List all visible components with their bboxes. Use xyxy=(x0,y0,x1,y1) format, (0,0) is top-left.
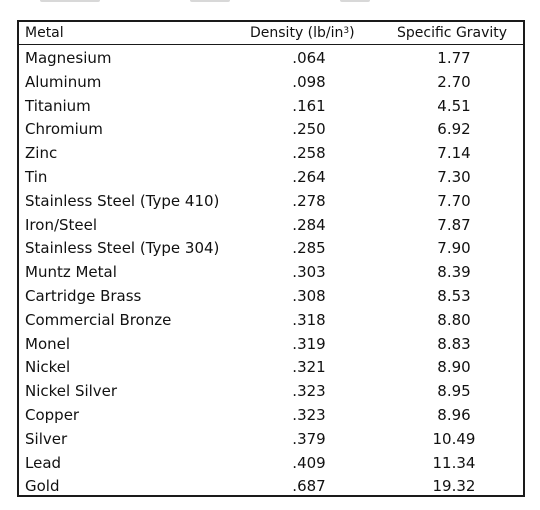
cropped-top-artifact xyxy=(40,0,370,5)
specific-gravity-value: 8.90 xyxy=(437,358,471,377)
table-row: Gold .687 19.32 xyxy=(19,476,523,500)
density-value: .161 xyxy=(292,96,326,115)
density-value: .308 xyxy=(292,286,326,305)
specific-gravity-value: 8.80 xyxy=(437,310,471,329)
table-row: Muntz Metal .303 8.39 xyxy=(19,262,523,286)
density-value: .098 xyxy=(292,72,326,91)
header-density-exponent: 3 xyxy=(343,26,350,36)
metal-name: Titanium xyxy=(25,96,91,115)
table-header: Metal Density (lb/in3) Specific Gravity xyxy=(19,22,523,45)
table-row: Lead .409 11.34 xyxy=(19,453,523,477)
metal-name: Muntz Metal xyxy=(25,263,117,282)
specific-gravity-value: 7.87 xyxy=(437,215,471,234)
table-row: Nickel .321 8.90 xyxy=(19,357,523,381)
table-row: Aluminum .098 2.70 xyxy=(19,72,523,96)
table-row: Commercial Bronze .318 8.80 xyxy=(19,310,523,334)
metal-name: Lead xyxy=(25,453,62,472)
specific-gravity-value: 1.77 xyxy=(437,49,471,67)
density-value: .284 xyxy=(292,215,326,234)
table-row: Chromium .250 6.92 xyxy=(19,119,523,143)
density-value: .321 xyxy=(292,358,326,377)
table-row: Titanium .161 4.51 xyxy=(19,96,523,120)
metal-density-table: Metal Density (lb/in3) Specific Gravity … xyxy=(17,20,525,497)
specific-gravity-value: 8.53 xyxy=(437,286,471,305)
specific-gravity-value: 7.70 xyxy=(437,191,471,210)
specific-gravity-value: 10.49 xyxy=(432,429,476,448)
specific-gravity-value: 11.34 xyxy=(432,453,476,472)
metal-name: Monel xyxy=(25,334,71,353)
specific-gravity-value: 7.14 xyxy=(437,144,471,163)
metal-name: Commercial Bronze xyxy=(25,310,172,329)
density-value: .319 xyxy=(292,334,326,353)
metal-name: Stainless Steel (Type 304) xyxy=(25,239,220,258)
table-row: Magnesium .064 1.77 xyxy=(19,48,523,72)
table-row: Copper .323 8.96 xyxy=(19,405,523,429)
header-density-label: Density (lb/in xyxy=(250,25,344,41)
header-specific-gravity: Specific Gravity xyxy=(397,25,508,41)
table-row: Tin .264 7.30 xyxy=(19,167,523,191)
specific-gravity-value: 19.32 xyxy=(432,477,476,496)
header-metal: Metal xyxy=(25,25,64,41)
specific-gravity-value: 4.51 xyxy=(437,96,471,115)
table-row: Stainless Steel (Type 410) .278 7.70 xyxy=(19,191,523,215)
specific-gravity-value: 2.70 xyxy=(437,72,471,91)
metal-name: Copper xyxy=(25,405,80,424)
table-body: Magnesium .064 1.77 Aluminum .098 2.70 Titaniu… xyxy=(19,48,523,500)
density-value: .250 xyxy=(292,120,326,139)
metal-name: Aluminum xyxy=(25,72,102,91)
specific-gravity-value: 8.95 xyxy=(437,382,471,401)
density-value: .278 xyxy=(292,191,326,210)
metal-name: Nickel xyxy=(25,358,71,377)
density-value: .258 xyxy=(292,144,326,163)
table-row: Monel .319 8.83 xyxy=(19,334,523,358)
table-row: Zinc .258 7.14 xyxy=(19,143,523,167)
header-density-suffix: ) xyxy=(349,25,355,41)
metal-name: Stainless Steel (Type 410) xyxy=(25,191,220,210)
metal-name: Iron/Steel xyxy=(25,215,98,234)
metal-name: Gold xyxy=(25,477,60,496)
metal-name: Cartridge Brass xyxy=(25,286,142,305)
density-value: .264 xyxy=(292,167,326,186)
specific-gravity-value: 6.92 xyxy=(437,120,471,139)
metal-name: Zinc xyxy=(25,144,58,163)
table-row: Iron/Steel .284 7.87 xyxy=(19,215,523,239)
metal-name: Silver xyxy=(25,429,68,448)
density-value: .285 xyxy=(292,239,326,258)
specific-gravity-value: 8.96 xyxy=(437,405,471,424)
density-value: .409 xyxy=(292,453,326,472)
density-value: .687 xyxy=(292,477,326,496)
density-value: .064 xyxy=(292,49,326,67)
specific-gravity-value: 8.39 xyxy=(437,263,471,282)
density-value: .323 xyxy=(292,382,326,401)
table-row: Silver .379 10.49 xyxy=(19,429,523,453)
table-row: Cartridge Brass .308 8.53 xyxy=(19,286,523,310)
metal-name: Tin xyxy=(25,167,48,186)
density-value: .379 xyxy=(292,429,326,448)
metal-name: Magnesium xyxy=(25,49,112,67)
table-row: Nickel Silver .323 8.95 xyxy=(19,381,523,405)
density-value: .303 xyxy=(292,263,326,282)
specific-gravity-value: 7.90 xyxy=(437,239,471,258)
density-value: .323 xyxy=(292,405,326,424)
metal-name: Chromium xyxy=(25,120,103,139)
header-density: Density (lb/in3) xyxy=(250,25,355,41)
specific-gravity-value: 8.83 xyxy=(437,334,471,353)
specific-gravity-value: 7.30 xyxy=(437,167,471,186)
density-value: .318 xyxy=(292,310,326,329)
metal-name: Nickel Silver xyxy=(25,382,118,401)
table-row: Stainless Steel (Type 304) .285 7.90 xyxy=(19,238,523,262)
